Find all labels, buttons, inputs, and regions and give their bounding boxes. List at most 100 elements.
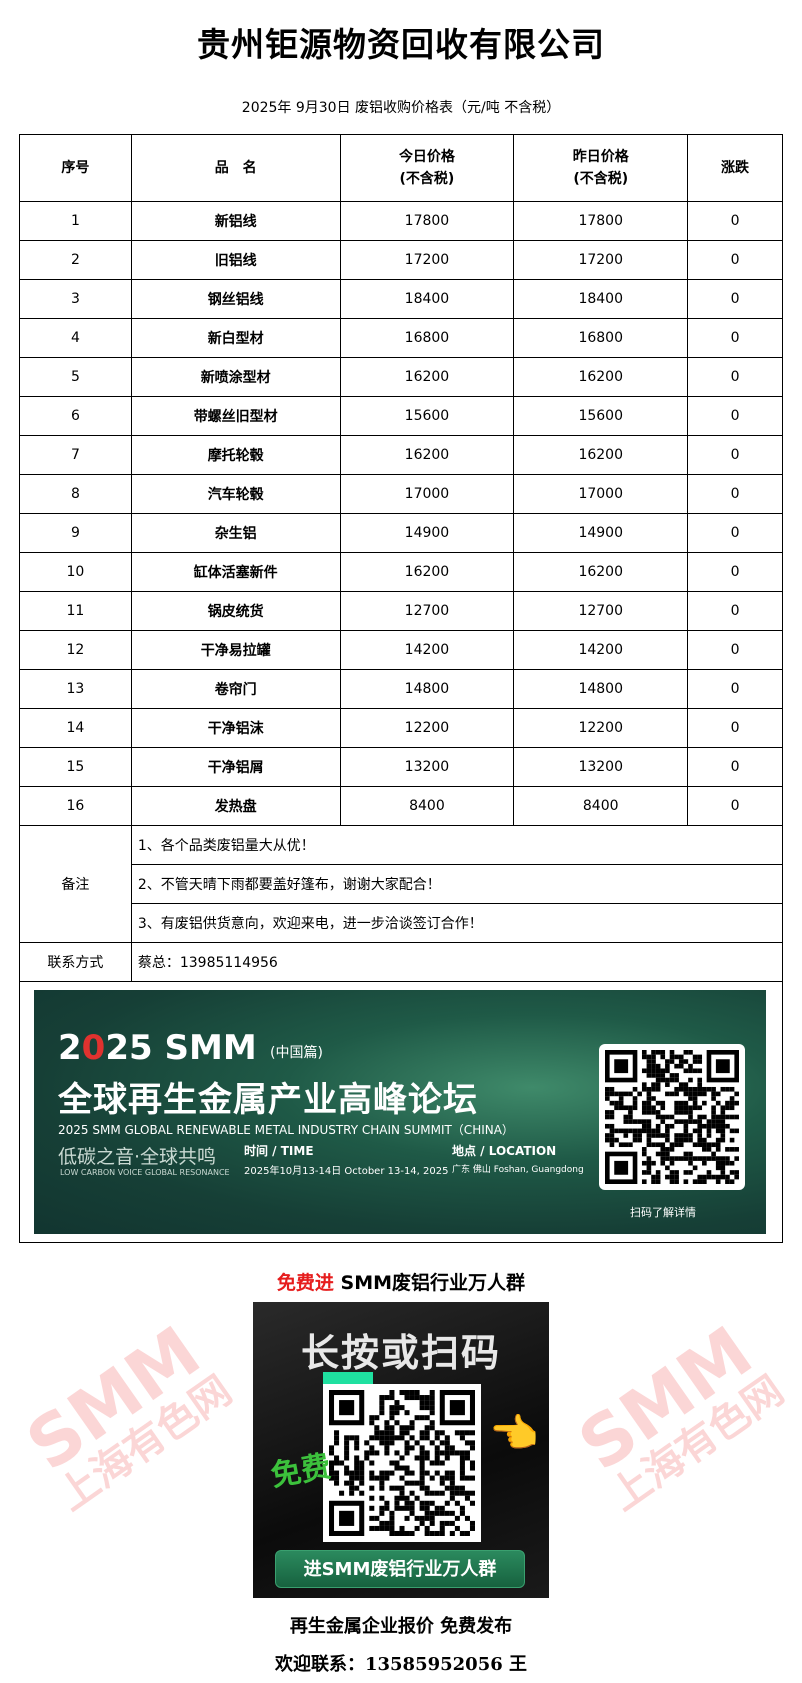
table-row: 12 干净易拉罐 14200 14200 0 [19, 630, 783, 670]
row-name: 钢丝铝线 [130, 279, 341, 319]
watermark: SMM 上海有色网 [564, 1310, 793, 1520]
banner-slogan-en: LOW CARBON VOICE GLOBAL RESONANCE [60, 1168, 230, 1177]
watermark: SMM 上海有色网 [12, 1310, 241, 1520]
row-seq: 4 [19, 318, 132, 358]
row-seq: 1 [19, 201, 132, 241]
table-row: 15 干净铝屑 13200 13200 0 [19, 747, 783, 787]
banner-qr-code [599, 1044, 745, 1190]
row-seq: 5 [19, 357, 132, 397]
row-name: 新铝线 [130, 201, 341, 241]
row-change: 0 [687, 669, 783, 709]
row-yesterday-price: 15600 [513, 396, 689, 436]
summit-banner[interactable]: 2025 SMM (中国篇) 全球再生金属产业高峰论坛 2025 SMM GLO… [34, 990, 766, 1234]
row-name: 卷帘门 [130, 669, 341, 709]
row-today-price: 17000 [339, 474, 515, 514]
row-seq: 15 [19, 747, 132, 787]
row-name: 新喷涂型材 [130, 357, 341, 397]
row-today-price: 15600 [339, 396, 515, 436]
row-seq: 7 [19, 435, 132, 475]
row-seq: 10 [19, 552, 132, 592]
banner-cell: 2025 SMM (中国篇) 全球再生金属产业高峰论坛 2025 SMM GLO… [19, 981, 783, 1243]
row-name: 汽车轮毂 [130, 474, 341, 514]
note-3: 3、有废铝供货意向，欢迎来电，进一步洽谈签订合作！ [130, 903, 784, 943]
row-yesterday-price: 14800 [513, 669, 689, 709]
row-change: 0 [687, 240, 783, 280]
header-today: 今日价格 (不含税) [339, 134, 515, 202]
banner-time-value: 2025年10月13-14日 October 13-14, 2025 [244, 1166, 449, 1177]
row-change: 0 [687, 435, 783, 475]
row-yesterday-price: 14900 [513, 513, 689, 553]
banner-scan-text: 扫码了解详情 [630, 1206, 696, 1219]
banner-location-label: 地点 / LOCATION [452, 1144, 557, 1158]
row-change: 0 [687, 708, 783, 748]
join-group-button[interactable]: 进SMM废铝行业万人群 [275, 1550, 525, 1588]
price-table-subtitle: 2025年 9月30日 废铝收购价格表（元/吨 不含税） [241, 100, 561, 116]
banner-edition: (中国篇) [270, 1045, 323, 1061]
row-today-price: 8400 [339, 786, 515, 826]
row-today-price: 18400 [339, 279, 515, 319]
row-today-price: 14900 [339, 513, 515, 553]
table-row: 11 锅皮统货 12700 12700 0 [19, 591, 783, 631]
table-row: 7 摩托轮毂 16200 16200 0 [19, 435, 783, 475]
row-yesterday-price: 16200 [513, 357, 689, 397]
header-yesterday: 昨日价格 (不含税) [513, 134, 689, 202]
banner-english: 2025 SMM GLOBAL RENEWABLE METAL INDUSTRY… [58, 1123, 514, 1137]
row-yesterday-price: 14200 [513, 630, 689, 670]
row-today-price: 14800 [339, 669, 515, 709]
row-seq: 14 [19, 708, 132, 748]
row-change: 0 [687, 552, 783, 592]
row-name: 旧铝线 [130, 240, 341, 280]
table-row: 8 汽车轮毂 17000 17000 0 [19, 474, 783, 514]
note-1: 1、各个品类废铝量大从优！ [130, 825, 784, 865]
group-title: 免费进 SMM废铝行业万人群 [276, 1272, 526, 1294]
banner-headline: 全球再生金属产业高峰论坛 [58, 1080, 478, 1120]
row-change: 0 [687, 630, 783, 670]
row-today-price: 16800 [339, 318, 515, 358]
group-qr-poster[interactable]: 长按或扫码 免费 👈 进SMM废铝行业万人群 [253, 1302, 549, 1598]
row-change: 0 [687, 357, 783, 397]
row-name: 缸体活塞新件 [130, 552, 341, 592]
row-today-price: 12700 [339, 591, 515, 631]
row-yesterday-price: 12200 [513, 708, 689, 748]
row-today-price: 14200 [339, 630, 515, 670]
header-change: 涨跌 [687, 134, 783, 202]
table-row: 1 新铝线 17800 17800 0 [19, 201, 783, 241]
poster-headline: 长按或扫码 [300, 1331, 501, 1375]
row-name: 杂生铝 [130, 513, 341, 553]
footer-line-1: 再生金属企业报价 免费发布 [289, 1616, 513, 1637]
row-yesterday-price: 17800 [513, 201, 689, 241]
notes-row: 3、有废铝供货意向，欢迎来电，进一步洽谈签订合作！ [20, 903, 784, 943]
banner-row: 2025 SMM (中国篇) 全球再生金属产业高峰论坛 2025 SMM GLO… [19, 981, 783, 1243]
row-today-price: 12200 [339, 708, 515, 748]
contact-row: 联系方式 蔡总：13985114956 [19, 942, 784, 982]
row-change: 0 [687, 591, 783, 631]
header-today-sub: (不含税) [399, 171, 455, 187]
header-today-label: 今日价格 [398, 149, 455, 165]
row-name: 锅皮统货 [130, 591, 341, 631]
row-seq: 11 [19, 591, 132, 631]
notes-row: 2、不管天晴下雨都要盖好篷布，谢谢大家配合！ [20, 864, 784, 904]
row-yesterday-price: 18400 [513, 279, 689, 319]
banner-location-value: 广东 佛山 Foshan, Guangdong [452, 1165, 584, 1175]
table-row: 6 带螺丝旧型材 15600 15600 0 [19, 396, 783, 436]
poster-tab-decoration [323, 1372, 373, 1386]
row-today-price: 16200 [339, 435, 515, 475]
row-name: 发热盘 [130, 786, 341, 826]
company-title: 贵州钜源物资回收有限公司 [197, 25, 605, 64]
row-seq: 2 [19, 240, 132, 280]
row-seq: 6 [19, 396, 132, 436]
row-name: 干净铝沫 [130, 708, 341, 748]
row-name: 新白型材 [130, 318, 341, 358]
row-change: 0 [687, 786, 783, 826]
header-seq: 序号 [19, 134, 132, 202]
table-row: 9 杂生铝 14900 14900 0 [19, 513, 783, 553]
row-today-price: 16200 [339, 357, 515, 397]
row-today-price: 17200 [339, 240, 515, 280]
table-row: 5 新喷涂型材 16200 16200 0 [19, 357, 783, 397]
banner-time-label: 时间 / TIME [244, 1144, 314, 1158]
row-seq: 3 [19, 279, 132, 319]
table-row: 14 干净铝沫 12200 12200 0 [19, 708, 783, 748]
row-seq: 9 [19, 513, 132, 553]
table-row: 10 缸体活塞新件 16200 16200 0 [19, 552, 783, 592]
price-table: 序号 品 名 今日价格 (不含税) 昨日价格 (不含税) 涨跌 1 新铝线 17800 1… [19, 134, 784, 1243]
